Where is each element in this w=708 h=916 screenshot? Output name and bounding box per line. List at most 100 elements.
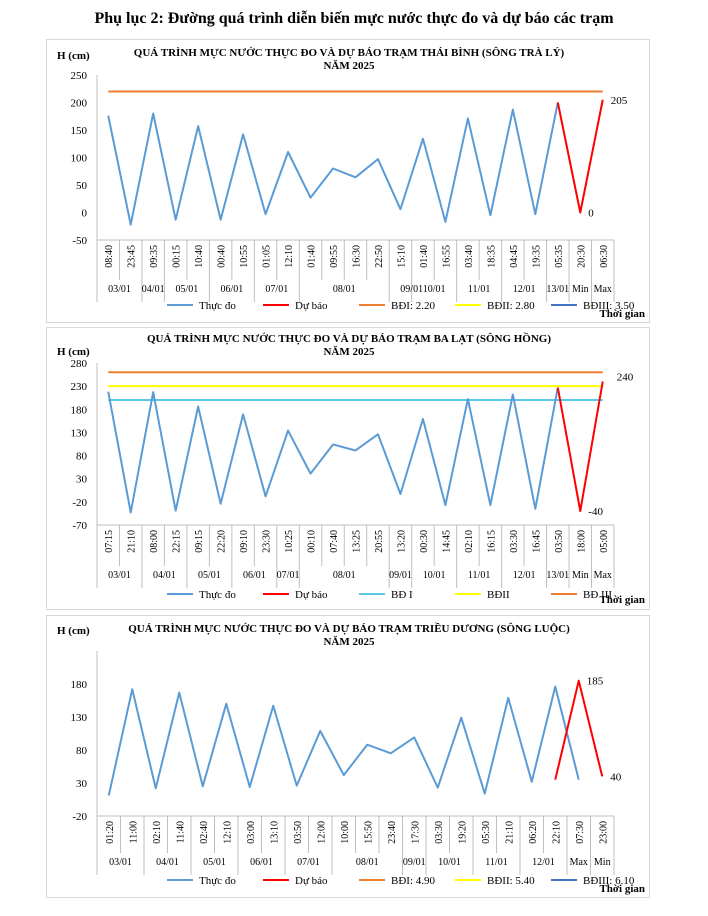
y-tick-label: 130 [71, 712, 88, 724]
x-tick-label: 03:50 [554, 530, 565, 553]
date-group-label: 03/01 [108, 570, 131, 581]
legend-label: BĐ III [583, 589, 612, 601]
x-axis-label: Thời gian [599, 883, 645, 895]
date-group-label: 07/01 [265, 284, 288, 295]
date-group-label: 08/01 [333, 284, 356, 295]
x-tick-label: 10:00 [340, 821, 351, 844]
x-tick-label: 13:25 [352, 530, 363, 553]
y-tick-label: -20 [72, 811, 87, 823]
x-tick-label: 01:40 [419, 245, 430, 268]
date-group-label: 03/01 [109, 857, 132, 868]
x-tick-label: 12:10 [222, 821, 233, 844]
x-tick-label: 22:10 [551, 821, 562, 844]
x-tick-label: 11:00 [128, 821, 139, 843]
chart-subtitle: NĂM 2025 [323, 636, 375, 648]
legend-label: BĐIII: 6.10 [583, 875, 635, 887]
x-tick-label: 00:15 [172, 245, 183, 268]
x-tick-label: 22:15 [172, 530, 183, 553]
series-line-forecast [556, 99, 604, 214]
date-group-label: 10/01 [423, 284, 446, 295]
date-group-label: 04/01 [142, 284, 165, 295]
x-tick-label: 09:35 [149, 245, 160, 268]
legend-label: Dự báo [295, 589, 328, 601]
x-tick-label: 03:50 [293, 821, 304, 844]
x-tick-label: 21:10 [504, 821, 515, 844]
x-tick-label: 05:30 [481, 821, 492, 844]
date-group-label: 11/01 [485, 857, 507, 868]
y-tick-label: 250 [71, 70, 88, 82]
page-title: Phụ lục 2: Đường quá trình diễn biến mực… [94, 10, 614, 27]
x-tick-label: 22:50 [374, 245, 385, 268]
x-tick-label: 14:45 [441, 530, 452, 553]
x-tick-label: 23:00 [598, 821, 609, 844]
date-group-label: 11/01 [468, 284, 490, 295]
data-label: -40 [588, 506, 603, 518]
date-group-label: 04/01 [153, 570, 176, 581]
x-tick-label: 00:40 [217, 245, 228, 268]
y-tick-label: 80 [76, 745, 88, 757]
date-group-label: 11/01 [468, 570, 490, 581]
x-tick-label: 07:15 [104, 530, 115, 553]
date-group-label: Min [572, 570, 589, 581]
chart-subtitle: NĂM 2025 [323, 60, 375, 72]
y-tick-label: -20 [72, 497, 87, 509]
date-group-label: 13/01 [546, 570, 569, 581]
date-group-label: 09/01 [389, 570, 412, 581]
x-tick-label: 05:35 [554, 245, 565, 268]
x-tick-label: 01:20 [105, 821, 116, 844]
legend-label: BĐII: 5.40 [487, 875, 535, 887]
x-tick-label: 03:30 [509, 530, 520, 553]
y-tick-label: 80 [76, 451, 88, 463]
data-label: 185 [587, 676, 604, 688]
legend-label: BĐIII: 3.50 [583, 300, 635, 312]
chart-title: QUÁ TRÌNH MỰC NƯỚC THỰC ĐO VÀ DỰ BÁO TRẠ… [128, 622, 570, 635]
y-tick-label: 0 [82, 208, 88, 220]
x-tick-label: 19:35 [531, 245, 542, 268]
chart-thai-binh: QUÁ TRÌNH MỰC NƯỚC THỰC ĐO VÀ DỰ BÁO TRẠ… [57, 46, 645, 320]
y-axis-label: H (cm) [57, 50, 90, 62]
date-group-label: Max [594, 570, 612, 581]
x-tick-label: 10:40 [194, 245, 205, 268]
date-group-label: 08/01 [356, 857, 379, 868]
y-tick-label: 100 [71, 153, 88, 165]
legend-label: Thực đo [199, 589, 236, 601]
x-tick-label: 16:55 [441, 245, 452, 268]
x-tick-label: 20:30 [576, 245, 587, 268]
x-tick-label: 12:00 [316, 821, 327, 844]
x-tick-label: 23:40 [387, 821, 398, 844]
x-tick-label: 19:20 [457, 821, 468, 844]
x-tick-label: 09:10 [239, 530, 250, 553]
data-label: 240 [617, 372, 634, 384]
legend-label: BĐII: 2.80 [487, 300, 535, 312]
series-line-observed [107, 102, 559, 226]
chart-panel-trieu-duong: QUÁ TRÌNH MỰC NƯỚC THỰC ĐO VÀ DỰ BÁO TRẠ… [46, 615, 650, 898]
x-tick-label: 13:10 [269, 821, 280, 844]
chart-title: QUÁ TRÌNH MỰC NƯỚC THỰC ĐO VÀ DỰ BÁO TRẠ… [147, 332, 551, 345]
date-group-label: Max [594, 284, 612, 295]
x-tick-label: 05:00 [599, 530, 610, 553]
x-tick-label: 09:15 [194, 530, 205, 553]
date-group-label: 13/01 [546, 284, 569, 295]
x-axis-label: Thời gian [599, 594, 645, 606]
x-tick-label: 18:00 [576, 530, 587, 553]
chart-trieu-duong: QUÁ TRÌNH MỰC NƯỚC THỰC ĐO VÀ DỰ BÁO TRẠ… [57, 622, 645, 895]
x-tick-label: 16:45 [531, 530, 542, 553]
x-tick-label: 11:40 [175, 821, 186, 843]
x-tick-label: 15:10 [396, 245, 407, 268]
y-tick-label: -70 [72, 520, 87, 532]
chart-title: QUÁ TRÌNH MỰC NƯỚC THỰC ĐO VÀ DỰ BÁO TRẠ… [134, 46, 565, 59]
y-axis-label: H (cm) [57, 346, 90, 358]
x-tick-label: 16:15 [486, 530, 497, 553]
x-tick-label: 20:55 [374, 530, 385, 553]
date-group-label: 05/01 [203, 857, 226, 868]
data-label: 40 [610, 771, 622, 783]
date-group-label: 12/01 [513, 570, 536, 581]
data-label: 205 [611, 95, 628, 107]
x-tick-label: 06:30 [599, 245, 610, 268]
date-group-label: 06/01 [220, 284, 243, 295]
y-tick-label: 180 [71, 404, 88, 416]
date-group-label: 07/01 [277, 570, 300, 581]
x-tick-label: 03:40 [464, 245, 475, 268]
x-tick-label: 23:30 [262, 530, 273, 553]
x-tick-label: 21:10 [127, 530, 138, 553]
